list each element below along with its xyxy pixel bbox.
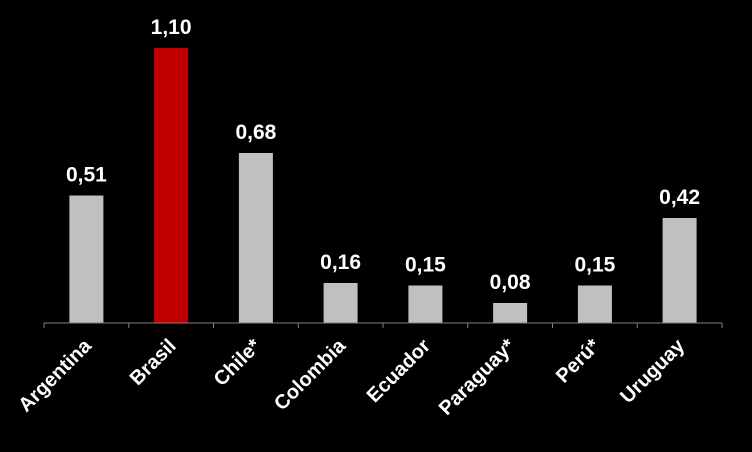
data-label-colombia: 0,16 bbox=[320, 251, 361, 274]
data-label-ecuador: 0,15 bbox=[405, 254, 446, 277]
bar-chile bbox=[238, 153, 273, 323]
bar-argentina bbox=[69, 195, 104, 323]
bar-paraguay bbox=[493, 303, 528, 323]
tick-label-colombia: Colombia bbox=[270, 334, 351, 415]
x-axis bbox=[43, 322, 723, 328]
bar-colombia bbox=[323, 283, 358, 323]
tick-label-per: Perú* bbox=[552, 335, 605, 388]
data-label-brasil: 1,10 bbox=[151, 16, 192, 39]
tick-label-paraguay: Paraguay* bbox=[435, 335, 520, 420]
tick-label-ecuador: Ecuador bbox=[363, 335, 435, 407]
bar-ecuador bbox=[408, 285, 443, 323]
data-label-per: 0,15 bbox=[574, 254, 615, 277]
bar-uruguay bbox=[662, 218, 697, 323]
tick-label-brasil: Brasil bbox=[126, 335, 181, 390]
bar-brasil bbox=[154, 48, 189, 323]
data-label-chile: 0,68 bbox=[235, 121, 276, 144]
data-label-paraguay: 0,08 bbox=[490, 271, 531, 294]
tick-label-uruguay: Uruguay bbox=[616, 334, 690, 408]
bar-per bbox=[577, 285, 612, 323]
data-labels-group: 0,51 1,10 0,68 0,16 0,15 0,08 0,15 0,42 bbox=[66, 16, 700, 294]
data-label-argentina: 0,51 bbox=[66, 164, 107, 187]
bars-group bbox=[69, 48, 697, 323]
tick-label-argentina: Argentina bbox=[14, 334, 96, 416]
data-label-uruguay: 0,42 bbox=[659, 186, 700, 209]
x-tick-labels-group: Argentina Brasil Chile* Colombia Ecuador Para… bbox=[14, 334, 689, 419]
tick-label-chile: Chile* bbox=[210, 335, 266, 391]
